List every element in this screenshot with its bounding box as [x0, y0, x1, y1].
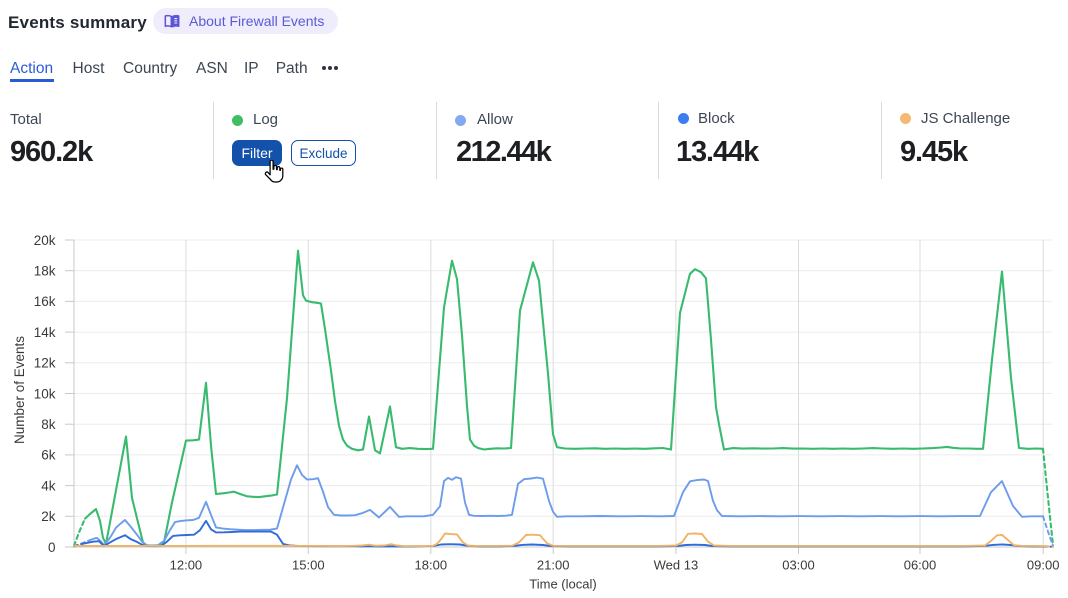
svg-text:Time (local): Time (local)	[529, 577, 596, 592]
svg-text:4k: 4k	[41, 478, 56, 493]
svg-text:15:00: 15:00	[292, 558, 325, 573]
svg-text:18:00: 18:00	[415, 558, 448, 573]
svg-text:0: 0	[48, 540, 56, 555]
svg-text:16k: 16k	[34, 294, 56, 309]
svg-text:2k: 2k	[41, 509, 56, 524]
svg-text:14k: 14k	[34, 325, 56, 340]
svg-text:10k: 10k	[34, 386, 56, 401]
svg-text:12k: 12k	[34, 356, 56, 371]
svg-text:03:00: 03:00	[782, 558, 815, 573]
svg-text:21:00: 21:00	[537, 558, 570, 573]
svg-text:Number of Events: Number of Events	[12, 336, 27, 444]
svg-text:Wed 13: Wed 13	[654, 558, 699, 573]
svg-text:20k: 20k	[34, 233, 56, 248]
svg-text:8k: 8k	[41, 417, 56, 432]
svg-text:12:00: 12:00	[170, 558, 203, 573]
svg-text:6k: 6k	[41, 448, 56, 463]
svg-text:06:00: 06:00	[904, 558, 937, 573]
svg-text:09:00: 09:00	[1027, 558, 1060, 573]
svg-text:18k: 18k	[34, 264, 56, 279]
